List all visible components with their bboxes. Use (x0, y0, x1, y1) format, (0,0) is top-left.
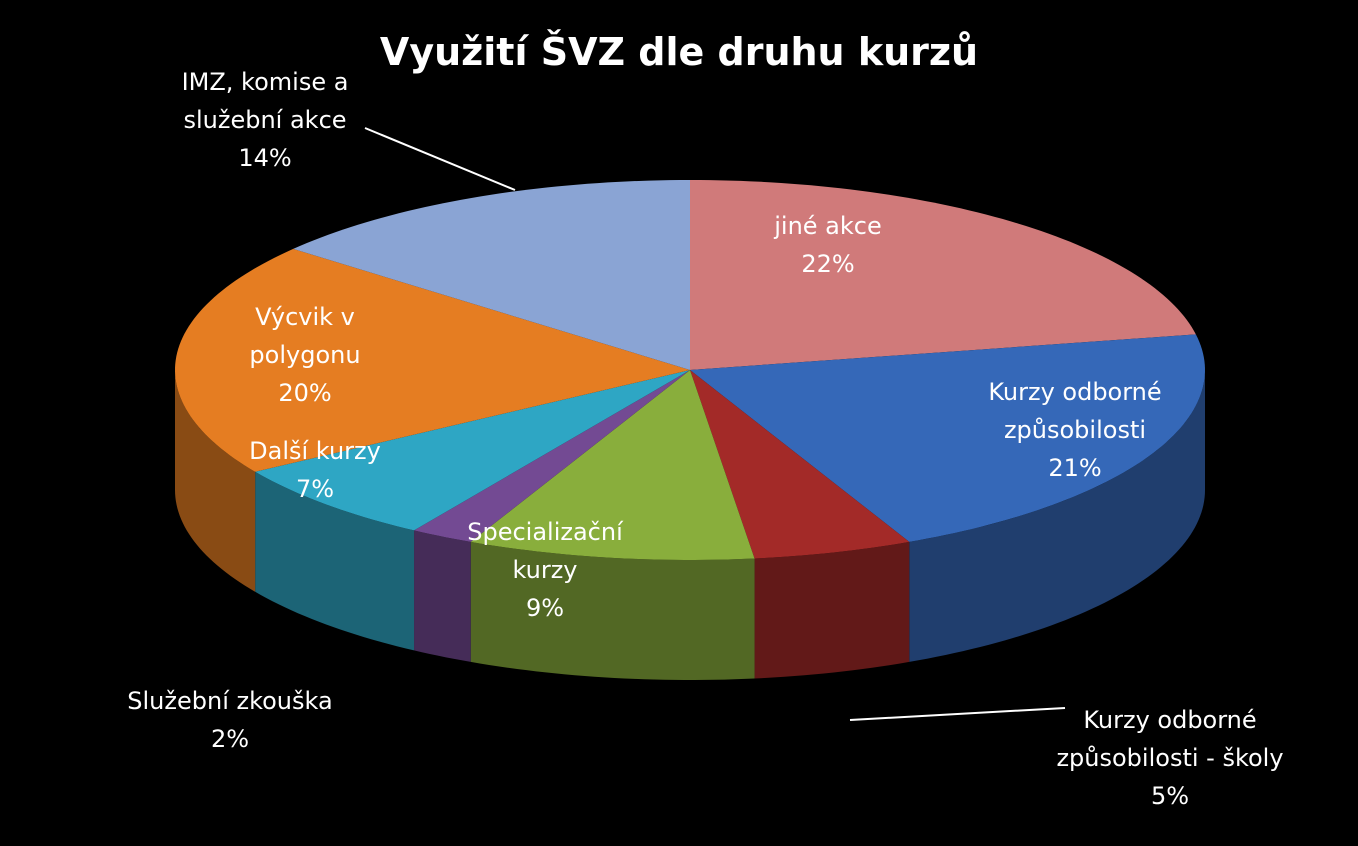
slice-side (255, 471, 415, 651)
slice (293, 180, 690, 370)
slice-side (414, 530, 471, 662)
category-label: Specializační kurzy (467, 518, 623, 584)
value-label: 2% (210, 725, 250, 753)
slice-side (175, 370, 256, 592)
leader-line (849, 707, 1066, 721)
category-label: IMZ, komise a služební akce (181, 68, 349, 134)
slice (690, 180, 1196, 370)
category-label: Další kurzy (249, 437, 381, 465)
slice-label: IMZ, komise a služební akce 14% (155, 63, 375, 177)
slice-label: Služební zkouška 2% (90, 682, 370, 758)
slice (414, 370, 690, 542)
slice-side (470, 541, 755, 680)
slice-side (909, 370, 1205, 662)
slice (690, 334, 1205, 542)
slice (175, 248, 690, 472)
slice-label: jiné akce 22% (728, 207, 928, 283)
category-label: Kurzy odborné způsobilosti - školy (1056, 706, 1284, 772)
value-label: 9% (525, 594, 565, 622)
value-label: 22% (801, 250, 855, 278)
category-label: Služební zkouška (127, 687, 333, 715)
category-label: Kurzy odborné způsobilosti (988, 378, 1162, 444)
value-label: 7% (295, 475, 335, 503)
slice (470, 370, 755, 560)
pie (175, 180, 1205, 680)
slice-label: Specializační kurzy 9% (440, 513, 650, 627)
value-label: 5% (1150, 782, 1190, 810)
category-label: jiné akce (774, 212, 882, 240)
leader-line (364, 127, 516, 191)
slice-label: Výcvik v polygonu 20% (230, 298, 380, 412)
slice (690, 370, 910, 559)
value-label: 20% (278, 379, 332, 407)
slice-label: Kurzy odborné způsobilosti 21% (950, 373, 1200, 487)
category-label: Výcvik v polygonu (249, 303, 361, 369)
slice-side (754, 541, 910, 679)
chart-title: Využití ŠVZ dle druhu kurzů (379, 30, 979, 74)
slice-label: Další kurzy 7% (215, 432, 415, 508)
value-label: 21% (1048, 454, 1102, 482)
slice-label: Kurzy odborné způsobilosti - školy 5% (1055, 701, 1285, 815)
value-label: 14% (238, 144, 292, 172)
slice (255, 370, 690, 531)
